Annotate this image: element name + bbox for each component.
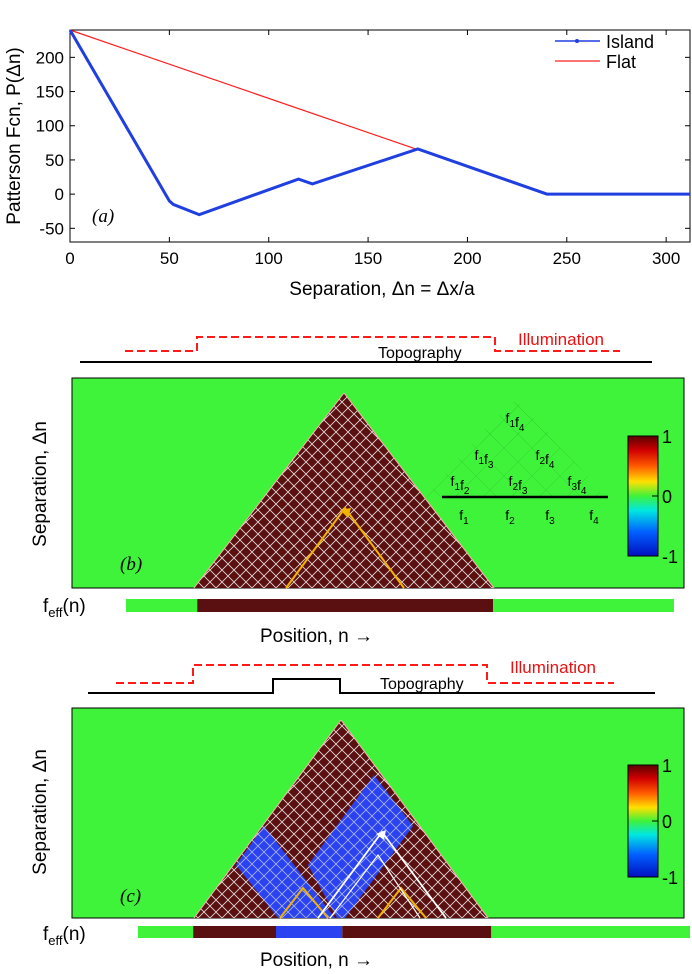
illumination-label-b: Illumination — [518, 330, 604, 349]
panel-label-a: (a) — [92, 206, 114, 227]
y-tick-label: 50 — [45, 151, 64, 170]
heatmap-c-blue-region-left-inner — [236, 826, 307, 918]
illumination-label-c: Illumination — [510, 658, 596, 677]
triangle-edge-left-c — [193, 719, 342, 919]
colorbar-tick-label: 0 — [662, 487, 672, 507]
x-tick-labels: 0 50 100 150 200 250 300 — [65, 249, 680, 268]
inset-term: f2 — [505, 507, 515, 527]
feff-segment — [491, 926, 690, 938]
topography-label-c: Topography — [380, 676, 464, 693]
inset-term: f1f3 — [475, 447, 494, 471]
x-axis-label-c: Position, n → — [260, 950, 373, 971]
panel-label-b: (b) — [120, 554, 142, 575]
inset-term: f3 — [545, 507, 555, 527]
y-axis-label-b: Separation, Δn — [30, 421, 51, 547]
colorbar-tick-label: 0 — [662, 812, 672, 832]
colorbar-tick-label: 1 — [662, 427, 672, 447]
inset-term: f1f4 — [506, 410, 525, 434]
legend-marker-island — [575, 39, 579, 43]
x-tick-label: 150 — [354, 249, 382, 268]
feff-label-c: feff(n) — [43, 924, 86, 948]
x-tick-label: 0 — [65, 249, 74, 268]
yellow-path-c-right — [377, 886, 427, 919]
colorbar-c-ticks: 1 0 -1 — [652, 756, 678, 888]
inset-term: f4 — [589, 507, 599, 527]
y-axis-label: Patterson Fcn, P(Δn) — [4, 47, 25, 224]
colorbar-b-ticks: 1 0 -1 — [652, 427, 678, 567]
y-axis-label-c: Separation, Δn — [30, 749, 51, 875]
y-tick-labels: -50 0 50 100 150 200 — [36, 48, 64, 238]
x-tick-label: 50 — [160, 249, 179, 268]
inset-term: f2f3 — [509, 473, 528, 497]
triangle-edge-right-b — [343, 392, 495, 589]
yellow-path-b — [285, 506, 405, 589]
feff-segment — [138, 926, 194, 938]
colorbar-tick-label: -1 — [662, 547, 678, 567]
colorbar-tick-label: -1 — [662, 868, 678, 888]
heatmap-c-blue-region-right — [308, 775, 413, 918]
x-axis-label: Separation, Δn = Δx/a — [289, 279, 475, 300]
feff-segment — [493, 599, 674, 612]
feff-segment — [197, 599, 494, 612]
y-tick-label: 150 — [36, 83, 64, 102]
illumination-profile-c — [116, 664, 614, 684]
panel-b: Illumination Topography f1f4f1f3f2f4f1f2… — [30, 330, 685, 647]
feff-segment — [126, 599, 198, 612]
illumination-profile-b — [125, 336, 620, 352]
white-path-c-inner — [329, 853, 421, 919]
feff-segment — [342, 926, 492, 938]
inset-term: f1 — [459, 507, 469, 527]
inset-term: f1f2 — [451, 473, 470, 497]
legend-label-island: Island — [606, 32, 654, 52]
legend: Island Flat — [555, 32, 654, 72]
inset-term: f2f4 — [536, 447, 555, 471]
x-tick-label: 100 — [255, 249, 283, 268]
heatmap-b-triangle — [194, 393, 494, 588]
feff-segment — [193, 926, 276, 938]
x-tick-label: 300 — [652, 249, 680, 268]
panel-c: Illumination Topography 1 0 -1 Separation,… — [30, 658, 690, 971]
y-tick-label: 0 — [55, 185, 64, 204]
y-tick-label: 200 — [36, 48, 64, 67]
legend-label-flat: Flat — [606, 52, 636, 72]
triangle-edge-left-b — [193, 392, 345, 589]
feff-bar-c — [138, 926, 690, 938]
y-tick-label: -50 — [39, 219, 64, 238]
x-tick-label: 200 — [453, 249, 481, 268]
yellow-path-c-left — [279, 886, 329, 919]
white-arrow-head-c — [376, 830, 386, 840]
topography-profile-c — [88, 678, 655, 694]
series-line-island — [68, 29, 690, 217]
triangle-edge-right-c — [340, 719, 489, 919]
inset-term: f3f4 — [568, 473, 587, 497]
yellow-arrow-head-b — [340, 508, 351, 518]
panel-label-c: (c) — [120, 886, 141, 907]
topography-label-b: Topography — [378, 345, 462, 362]
colorbar-tick-label: 1 — [662, 756, 672, 776]
x-tick-label: 250 — [553, 249, 581, 268]
plot-a-ticks — [69, 30, 690, 242]
y-tick-label: 100 — [36, 117, 64, 136]
feff-bar-b — [126, 599, 674, 612]
feff-segment — [276, 926, 343, 938]
feff-label-b: feff(n) — [43, 596, 86, 620]
x-axis-label-b: Position, n → — [260, 626, 373, 647]
